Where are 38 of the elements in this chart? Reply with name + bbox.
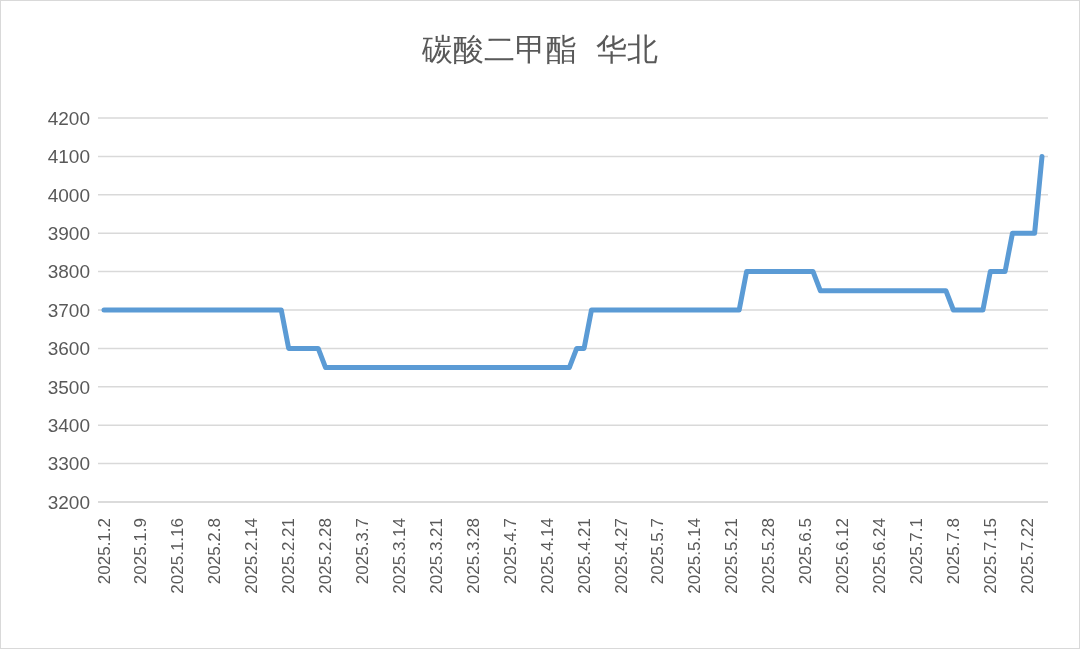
x-tick-label: 2025.3.28 (463, 518, 483, 594)
x-tick-label: 2025.6.5 (796, 518, 816, 585)
x-tick-label: 2025.7.15 (980, 518, 1000, 594)
x-tick-label: 2025.5.14 (685, 518, 705, 594)
y-tick-label: 3600 (47, 338, 90, 360)
x-tick-label: 2025.7.1 (906, 518, 926, 585)
x-tick-label: 2025.5.7 (648, 518, 668, 585)
x-tick-label: 2025.2.14 (242, 518, 262, 594)
x-tick-label: 2025.3.7 (353, 518, 372, 585)
x-tick-label: 2025.4.21 (574, 518, 594, 594)
x-tick-label: 2025.4.7 (500, 518, 520, 585)
x-tick-label: 2025.5.28 (759, 518, 779, 594)
y-tick-label: 3300 (47, 453, 90, 475)
x-tick-label: 2025.4.27 (611, 518, 631, 594)
y-tick-label: 3500 (47, 376, 90, 398)
y-tick-label: 4000 (47, 184, 90, 206)
y-tick-label: 3400 (47, 414, 90, 436)
y-tick-label: 3200 (47, 491, 90, 513)
y-tick-label: 3800 (47, 261, 90, 283)
x-tick-label: 2025.3.14 (389, 518, 409, 594)
x-tick-label: 2025.2.21 (279, 518, 299, 594)
x-tick-label: 2025.6.24 (870, 518, 890, 594)
x-tick-label: 2025.7.8 (943, 518, 963, 585)
x-tick-label: 2025.2.8 (205, 518, 225, 585)
x-tick-label: 2025.4.14 (537, 518, 557, 594)
x-tick-label: 2025.5.21 (722, 518, 742, 594)
x-tick-label: 2025.2.28 (316, 518, 336, 594)
chart-title: 碳酸二甲酯 华北 (420, 30, 660, 69)
x-tick-label: 2025.1.16 (168, 518, 188, 594)
x-tick-label: 2025.6.12 (833, 518, 853, 594)
y-tick-label: 4200 (47, 107, 90, 129)
x-tick-label: 2025.1.9 (131, 518, 151, 585)
y-tick-label: 3700 (47, 299, 90, 321)
y-tick-label: 3900 (47, 222, 90, 244)
x-tick-label: 2025.1.2 (94, 518, 114, 585)
x-tick-label: 2025.7.22 (1017, 518, 1037, 594)
x-tick-label: 2025.3.21 (426, 518, 446, 594)
y-tick-label: 4100 (47, 146, 90, 168)
